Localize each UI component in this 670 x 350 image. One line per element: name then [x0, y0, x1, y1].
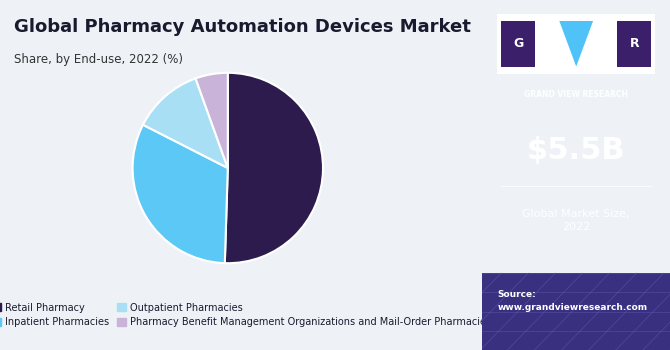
Bar: [618, 21, 651, 66]
Wedge shape: [143, 78, 228, 168]
Wedge shape: [196, 73, 228, 168]
Text: Global Market Size,
2022: Global Market Size, 2022: [523, 209, 630, 232]
Text: $5.5B: $5.5B: [527, 136, 626, 165]
Text: Source:
www.grandviewresearch.com: Source: www.grandviewresearch.com: [497, 290, 647, 312]
Text: Share, by End-use, 2022 (%): Share, by End-use, 2022 (%): [15, 52, 184, 65]
Text: R: R: [630, 37, 639, 50]
Bar: [482, 273, 670, 350]
Text: GRAND VIEW RESEARCH: GRAND VIEW RESEARCH: [524, 90, 628, 99]
Polygon shape: [559, 21, 593, 66]
Wedge shape: [225, 73, 323, 263]
Text: G: G: [513, 37, 523, 50]
Legend: Retail Pharmacy, Inpatient Pharmacies, Outpatient Pharmacies, Pharmacy Benefit M: Retail Pharmacy, Inpatient Pharmacies, O…: [0, 302, 491, 328]
Bar: [497, 14, 655, 74]
Wedge shape: [133, 125, 228, 263]
Bar: [501, 21, 535, 66]
Text: Global Pharmacy Automation Devices Market: Global Pharmacy Automation Devices Marke…: [15, 18, 472, 35]
